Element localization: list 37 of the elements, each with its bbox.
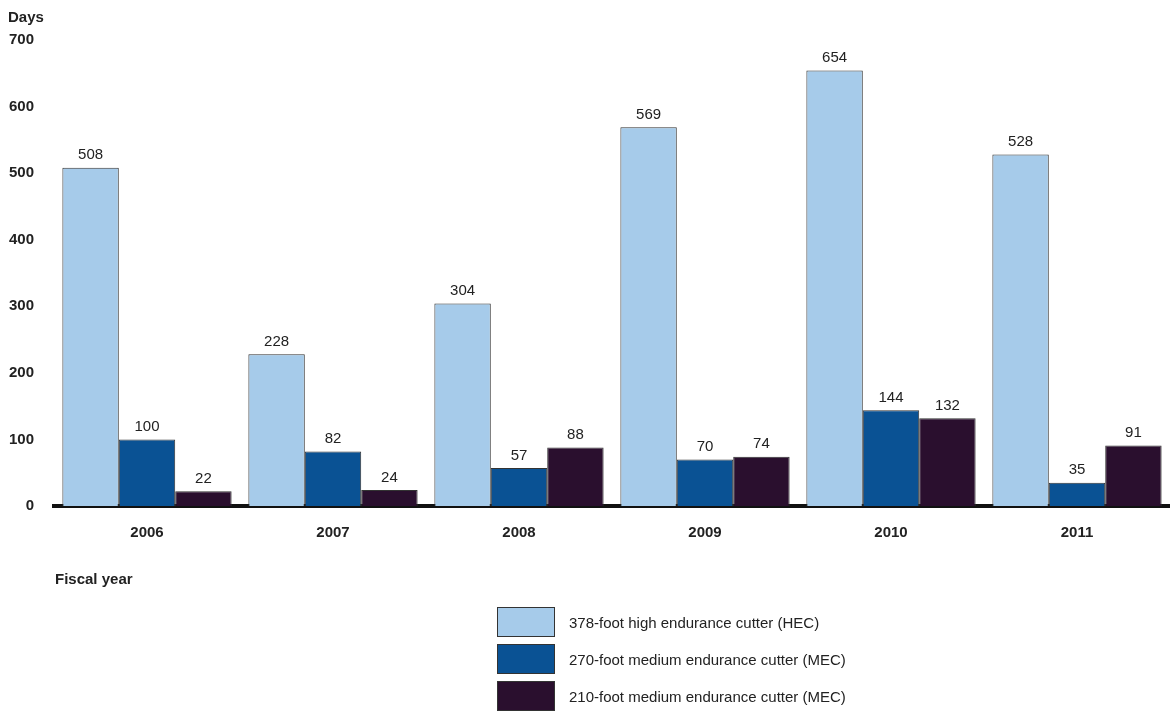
data-label: 82 bbox=[324, 429, 342, 447]
legend-label: 270-foot medium endurance cutter (MEC) bbox=[569, 650, 846, 668]
data-label: 35 bbox=[1068, 460, 1086, 478]
x-tick-label: 2010 bbox=[874, 523, 908, 541]
data-label: 569 bbox=[636, 104, 662, 122]
data-label: 654 bbox=[822, 48, 848, 66]
data-label: 144 bbox=[878, 387, 904, 405]
data-label: 528 bbox=[1008, 132, 1034, 150]
y-tick-label: 700 bbox=[8, 30, 34, 48]
y-tick-label: 300 bbox=[8, 296, 34, 314]
data-label: 70 bbox=[696, 437, 714, 455]
legend-label: 210-foot medium endurance cutter (MEC) bbox=[569, 687, 846, 705]
data-label: 100 bbox=[134, 417, 160, 435]
data-label: 304 bbox=[450, 281, 476, 299]
y-tick-label: 200 bbox=[8, 363, 34, 380]
x-tick-label: 2009 bbox=[688, 523, 722, 541]
x-tick-label: 2006 bbox=[130, 523, 164, 541]
data-label: 74 bbox=[753, 434, 770, 452]
x-tick-label: 2011 bbox=[1060, 523, 1094, 541]
y-tick-label: 600 bbox=[8, 96, 34, 114]
x-tick-label: 2007 bbox=[316, 523, 350, 541]
data-label: 22 bbox=[195, 468, 212, 486]
data-label: 24 bbox=[381, 467, 398, 485]
data-label: 91 bbox=[1125, 423, 1142, 441]
y-tick-label: 0 bbox=[25, 496, 34, 514]
data-label: 228 bbox=[264, 331, 290, 349]
y-axis-title: Days bbox=[8, 7, 44, 25]
data-label: 132 bbox=[934, 395, 960, 413]
legend-label: 378-foot high endurance cutter (HEC) bbox=[569, 613, 820, 631]
data-label: 57 bbox=[510, 445, 528, 463]
data-label: 508 bbox=[78, 145, 104, 163]
y-tick-label: 500 bbox=[8, 163, 34, 181]
x-axis-title: Fiscal year bbox=[55, 569, 133, 587]
y-tick-label: 100 bbox=[8, 429, 34, 447]
x-tick-label: 2008 bbox=[502, 523, 536, 541]
data-label: 88 bbox=[567, 425, 584, 443]
y-tick-label: 400 bbox=[8, 229, 34, 247]
